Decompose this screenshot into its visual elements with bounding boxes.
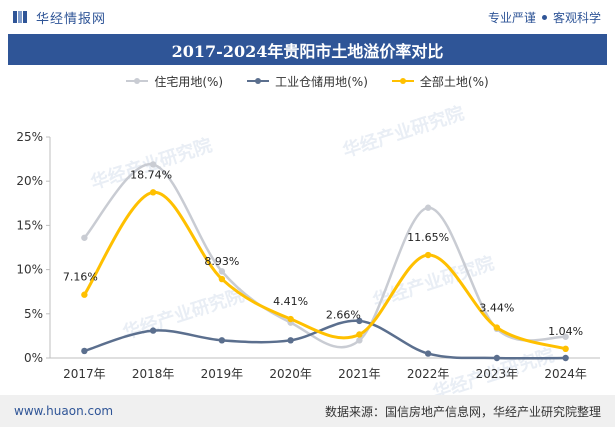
series-residential-point <box>218 268 226 275</box>
series-residential-point <box>81 234 88 241</box>
series-industrial-point <box>287 337 294 344</box>
footer: www.huaon.com 数据来源：国信房地产信息网，华经产业研究院整理 <box>0 395 615 427</box>
data-label: 4.41% <box>273 295 308 308</box>
slogan-right: 客观科学 <box>552 10 601 25</box>
y-tick-label: 25% <box>16 130 43 144</box>
x-tick-label: 2021年 <box>338 367 381 381</box>
chart-legend: 住宅用地(%) 工业仓储用地(%) 全部土地(%) <box>0 70 615 92</box>
series-residential-point <box>562 333 569 340</box>
series-residential-point <box>356 337 363 344</box>
series-industrial-point <box>81 347 88 355</box>
series-industrial-line <box>83 319 567 360</box>
x-tick-label: 2018年 <box>132 367 175 381</box>
y-tick-label: 10% <box>16 263 43 277</box>
legend-item-industrial[interactable]: 工业仓储用地(%) <box>247 73 368 90</box>
x-tick-label: 2024年 <box>544 367 587 381</box>
slogan: 专业严谨 客观科学 <box>488 9 601 26</box>
series-industrial-point <box>149 327 157 334</box>
chart-title-bar: 2017-2024年贵阳市土地溢价率对比 <box>8 34 607 65</box>
brand-logo-icon <box>13 11 27 23</box>
legend-item-all-land[interactable]: 全部土地(%) <box>391 73 489 90</box>
slogan-dot-icon <box>541 14 547 20</box>
legend-swatch <box>391 78 414 84</box>
x-tick-label: 2020年 <box>269 367 312 381</box>
series-industrial-point <box>493 354 501 362</box>
legend-swatch <box>247 78 270 84</box>
series-industrial-point <box>562 354 569 362</box>
data-label: 11.65% <box>407 231 449 244</box>
data-label: 8.93% <box>204 255 239 268</box>
y-tick-label: 0% <box>24 351 43 365</box>
y-tick-label: 20% <box>16 174 43 188</box>
brand[interactable]: 华经情报网 <box>12 8 106 27</box>
series-all-land-point <box>287 315 294 323</box>
legend-label: 全部土地(%) <box>419 74 489 89</box>
x-tick-label: 2023年 <box>476 367 519 381</box>
series-all-land-point <box>424 251 432 259</box>
x-tick-label: 2022年 <box>407 367 450 381</box>
legend-label: 住宅用地(%) <box>154 74 224 89</box>
footer-source: 数据来源：国信房地产信息网，华经产业研究院整理 <box>324 404 601 419</box>
y-tick-label: 15% <box>16 218 43 232</box>
series-industrial-point <box>218 337 226 344</box>
series-all-land-point <box>149 189 157 196</box>
top-bar: 华经情报网 专业严谨 客观科学 <box>0 0 615 34</box>
chart-title: 2017-2024年贵阳市土地溢价率对比 <box>171 41 444 61</box>
data-label: 7.16% <box>63 271 98 284</box>
series-all-land-point <box>218 275 226 283</box>
series-residential-point <box>424 204 432 211</box>
series-all-land-point <box>493 324 501 331</box>
data-label: 1.04% <box>548 325 583 338</box>
data-label: 3.44% <box>479 302 514 315</box>
legend-item-residential[interactable]: 住宅用地(%) <box>126 73 223 90</box>
legend-swatch <box>126 78 149 84</box>
series-all-land-point <box>562 345 569 353</box>
series-all-land-line <box>82 190 568 351</box>
slogan-left: 专业严谨 <box>487 10 536 25</box>
data-label: 18.74% <box>130 168 172 181</box>
y-tick-label: 5% <box>24 307 43 321</box>
series-all-land-point <box>81 291 88 298</box>
series-industrial-point <box>424 350 432 357</box>
series-residential-line <box>83 163 567 349</box>
x-tick-label: 2019年 <box>201 367 244 381</box>
data-label: 2.66% <box>326 308 361 321</box>
series-industrial-point <box>356 317 363 325</box>
brand-name: 华经情报网 <box>36 11 107 27</box>
footer-site-link[interactable]: www.huaon.com <box>14 404 114 418</box>
series-residential-point <box>149 161 157 168</box>
series-all-land-point <box>356 331 363 338</box>
x-tick-label: 2017年 <box>63 367 106 381</box>
legend-label: 工业仓储用地(%) <box>275 74 368 89</box>
